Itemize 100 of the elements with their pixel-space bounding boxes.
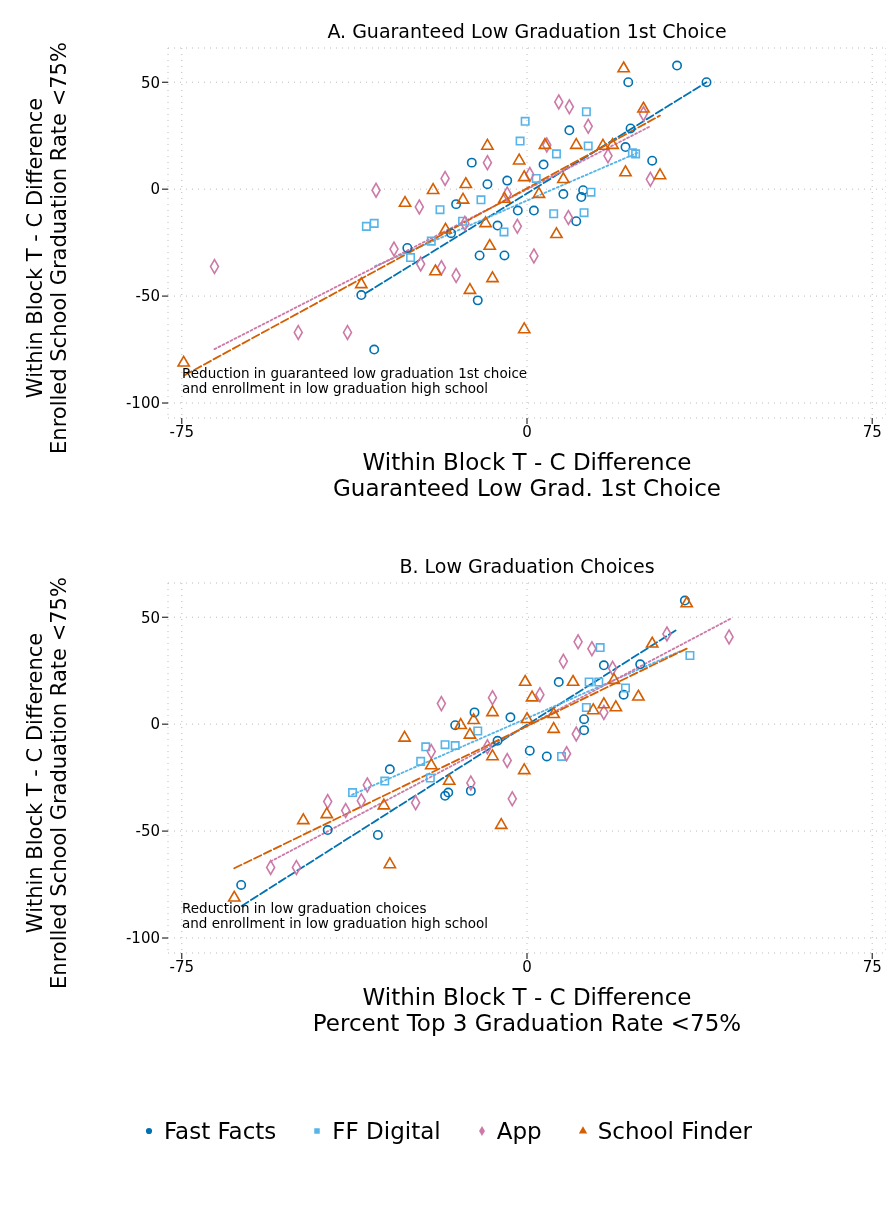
point bbox=[609, 700, 623, 712]
point bbox=[466, 157, 477, 168]
y-tick-label: -100 bbox=[125, 929, 160, 948]
point bbox=[541, 751, 552, 762]
point bbox=[571, 216, 582, 227]
point bbox=[517, 322, 531, 334]
point bbox=[472, 295, 483, 306]
point bbox=[502, 175, 513, 186]
point bbox=[653, 168, 667, 180]
point bbox=[494, 817, 508, 830]
point bbox=[469, 707, 480, 718]
point bbox=[459, 176, 473, 189]
point bbox=[524, 745, 535, 756]
point bbox=[442, 773, 456, 786]
point bbox=[581, 702, 591, 712]
y-axis-title: Within Block T - C Difference Enrolled School Graduation Rate <75% bbox=[23, 577, 72, 989]
point bbox=[566, 674, 580, 687]
point bbox=[463, 282, 477, 295]
x-tick-label: 0 bbox=[522, 422, 532, 441]
point bbox=[569, 137, 583, 150]
point bbox=[483, 238, 497, 251]
point bbox=[426, 182, 440, 195]
point bbox=[492, 220, 503, 231]
y-tick-label: 50 bbox=[140, 73, 160, 92]
point bbox=[625, 123, 636, 134]
point bbox=[356, 290, 367, 300]
y-tick-label: -50 bbox=[135, 822, 160, 841]
point bbox=[486, 705, 499, 717]
point bbox=[486, 749, 499, 761]
point bbox=[486, 271, 499, 283]
point bbox=[465, 785, 476, 796]
point bbox=[701, 77, 712, 88]
point bbox=[517, 763, 531, 775]
point bbox=[398, 195, 412, 208]
point bbox=[383, 857, 397, 869]
y-tick-label: 0 bbox=[150, 180, 160, 199]
point bbox=[520, 711, 534, 724]
point bbox=[579, 725, 590, 736]
point bbox=[538, 159, 549, 170]
x-axis-title: Within Block T - C Difference Guaranteed Low Grad. 1st Choice bbox=[333, 449, 721, 502]
point bbox=[583, 141, 593, 151]
point bbox=[505, 712, 516, 723]
point bbox=[637, 101, 650, 113]
point bbox=[645, 636, 659, 648]
point bbox=[619, 165, 632, 177]
point bbox=[635, 659, 646, 670]
point bbox=[594, 677, 604, 687]
point bbox=[620, 142, 631, 152]
point bbox=[556, 172, 570, 184]
point bbox=[631, 689, 645, 701]
point bbox=[435, 205, 445, 215]
point bbox=[647, 155, 658, 166]
point bbox=[499, 250, 510, 261]
point bbox=[361, 221, 371, 231]
point bbox=[474, 250, 485, 261]
point bbox=[236, 880, 247, 890]
point bbox=[620, 683, 630, 693]
point bbox=[679, 595, 690, 606]
y-tick-label: 50 bbox=[140, 608, 160, 627]
point bbox=[685, 650, 695, 661]
point bbox=[532, 186, 546, 199]
point bbox=[177, 355, 191, 367]
point bbox=[425, 773, 435, 783]
point bbox=[421, 742, 431, 752]
point bbox=[512, 153, 526, 165]
point bbox=[515, 136, 525, 146]
x-tick-label: 75 bbox=[862, 422, 882, 441]
point bbox=[547, 721, 561, 734]
point bbox=[512, 205, 523, 216]
point bbox=[398, 730, 412, 742]
point bbox=[596, 138, 610, 151]
annotation: Reduction in low graduation choices and enrollment in low graduation high school bbox=[182, 900, 489, 931]
point bbox=[451, 199, 462, 210]
point bbox=[377, 798, 391, 810]
point bbox=[538, 137, 552, 150]
legend-label: Fast Facts bbox=[163, 1118, 277, 1144]
annotation: Reduction in guaranteed low graduation 1st choice and enrollment in low graduation high school bbox=[182, 365, 528, 396]
point bbox=[581, 107, 591, 117]
point bbox=[384, 764, 395, 775]
point bbox=[369, 344, 380, 355]
point bbox=[518, 674, 532, 687]
point bbox=[623, 77, 634, 88]
point bbox=[618, 689, 629, 700]
point bbox=[680, 596, 694, 608]
point bbox=[517, 170, 531, 182]
point bbox=[617, 61, 631, 73]
chart-title: A. Guaranteed Low Graduation 1st Choice bbox=[326, 20, 728, 42]
point bbox=[467, 713, 481, 725]
point bbox=[553, 677, 564, 687]
point bbox=[380, 776, 390, 786]
point bbox=[579, 714, 590, 725]
point bbox=[456, 192, 470, 204]
point bbox=[586, 703, 600, 715]
point bbox=[586, 187, 596, 197]
point bbox=[227, 890, 241, 902]
y-axis-title: Within Block T - C Difference Enrolled School Graduation Rate <75% bbox=[23, 42, 72, 454]
point bbox=[606, 137, 620, 150]
point bbox=[454, 717, 468, 730]
y-tick-label: -50 bbox=[135, 287, 160, 306]
point bbox=[428, 264, 442, 276]
